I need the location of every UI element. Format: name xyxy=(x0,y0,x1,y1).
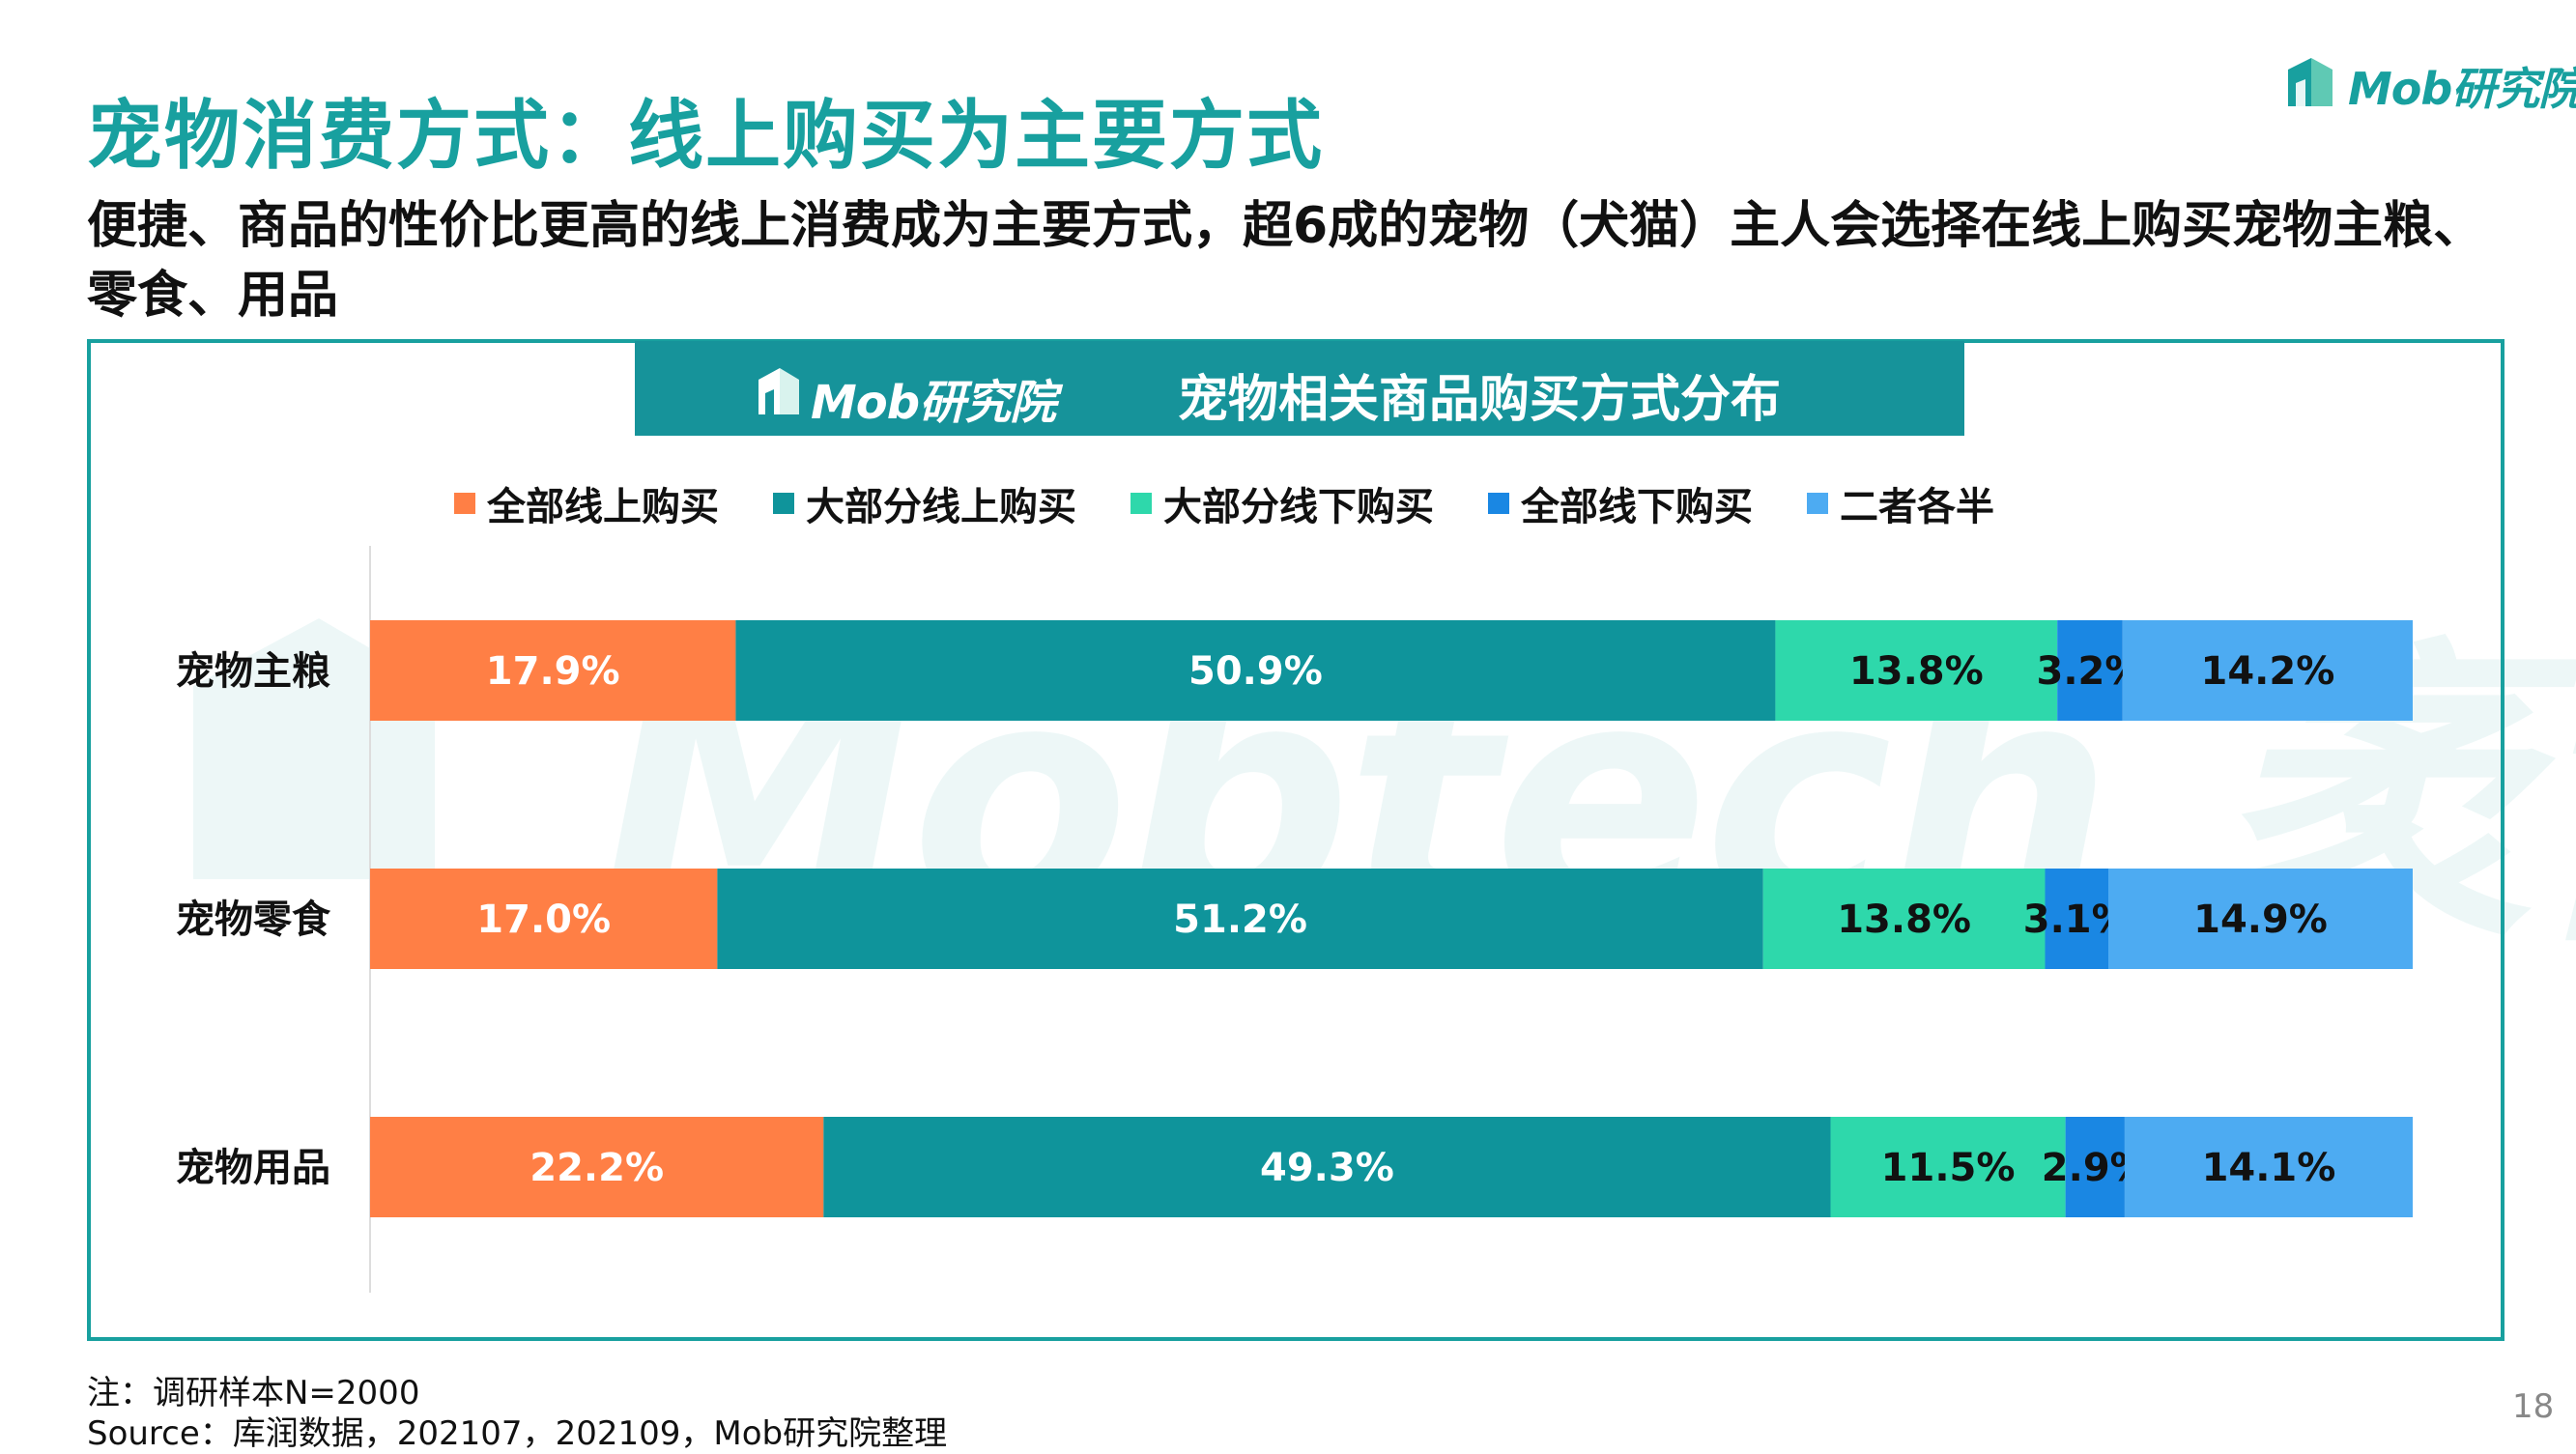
legend-label: 二者各半 xyxy=(1840,485,1994,529)
legend-item: 大部分线上购买 xyxy=(773,475,1076,531)
legend-swatch xyxy=(1488,493,1509,514)
legend-swatch xyxy=(1131,493,1152,514)
page-number: 18 xyxy=(2512,1387,2555,1426)
chart-panel-header: Mob研究院 宠物相关商品购买方式分布 xyxy=(635,341,1964,436)
bar-segment xyxy=(2057,620,2123,721)
legend-swatch xyxy=(454,493,475,514)
data-label: 22.2% xyxy=(530,1146,664,1190)
brand-logo-icon xyxy=(2288,58,2333,106)
legend-label: 全部线上购买 xyxy=(487,485,719,529)
brand-logo-text: Mob研究院 xyxy=(2348,63,2576,115)
data-label: 14.2% xyxy=(2201,649,2335,694)
bar-segment xyxy=(2065,1117,2125,1217)
bar-segment xyxy=(2124,1117,2413,1217)
source-note: Source：库润数据，202107，202109，Mob研究院整理 xyxy=(87,1414,948,1453)
chart-legend: 全部线上购买 大部分线上购买 大部分线下购买 全部线下购买 二者各半 xyxy=(454,479,2048,529)
legend-item: 二者各半 xyxy=(1807,475,1994,531)
data-label: 13.8% xyxy=(1837,898,1971,942)
panel-logo-text: Mob研究院 xyxy=(811,376,1056,430)
data-label: 11.5% xyxy=(1881,1146,2016,1190)
category-label: 宠物零食 xyxy=(176,898,331,942)
legend-label: 大部分线下购买 xyxy=(1163,485,1434,529)
data-label: 13.8% xyxy=(1849,649,1984,694)
data-label: 14.9% xyxy=(2193,898,2328,942)
panel-logo: Mob研究院 xyxy=(755,360,1073,430)
data-label: 49.3% xyxy=(1260,1146,1394,1190)
bar-segment xyxy=(1762,869,2046,969)
bar-segment xyxy=(2108,869,2413,969)
bar-segment xyxy=(1830,1117,2066,1217)
bar-segment xyxy=(370,1117,824,1217)
footnote: 注：调研样本N=2000 xyxy=(87,1374,420,1412)
legend-swatch xyxy=(773,493,794,514)
page-subtitle: 便捷、商品的性价比更高的线上消费成为主要方式，超6成的宠物（犬猫）主人会选择在线… xyxy=(87,197,2484,325)
bar-segment xyxy=(1775,620,2058,721)
brand-logo: Mob研究院 xyxy=(2282,48,2576,116)
category-label: 宠物主粮 xyxy=(176,649,330,694)
bar-segment xyxy=(717,869,1763,969)
data-label: 14.1% xyxy=(2202,1146,2336,1190)
bar-segment xyxy=(823,1117,1831,1217)
data-label: 17.9% xyxy=(486,649,620,694)
panel-logo-icon xyxy=(758,368,799,414)
bar-segment xyxy=(370,620,736,721)
legend-label: 全部线下购买 xyxy=(1521,485,1753,529)
page-title: 宠物消费方式：线上购买为主要方式 xyxy=(87,93,1325,180)
category-label: 宠物用品 xyxy=(176,1146,330,1190)
legend-item: 大部分线下购买 xyxy=(1131,475,1434,531)
legend-item: 全部线下购买 xyxy=(1488,475,1753,531)
data-label: 17.0% xyxy=(476,898,611,942)
legend-swatch xyxy=(1807,493,1828,514)
data-label: 51.2% xyxy=(1173,898,1307,942)
bar-segment xyxy=(370,869,718,969)
legend-label: 大部分线上购买 xyxy=(806,485,1076,529)
bar-segment xyxy=(2045,869,2109,969)
legend-item: 全部线上购买 xyxy=(454,475,719,531)
data-label: 50.9% xyxy=(1188,649,1323,694)
bar-segment xyxy=(2122,620,2413,721)
chart-title: 宠物相关商品购买方式分布 xyxy=(1178,371,1782,429)
bar-segment xyxy=(735,620,1776,721)
